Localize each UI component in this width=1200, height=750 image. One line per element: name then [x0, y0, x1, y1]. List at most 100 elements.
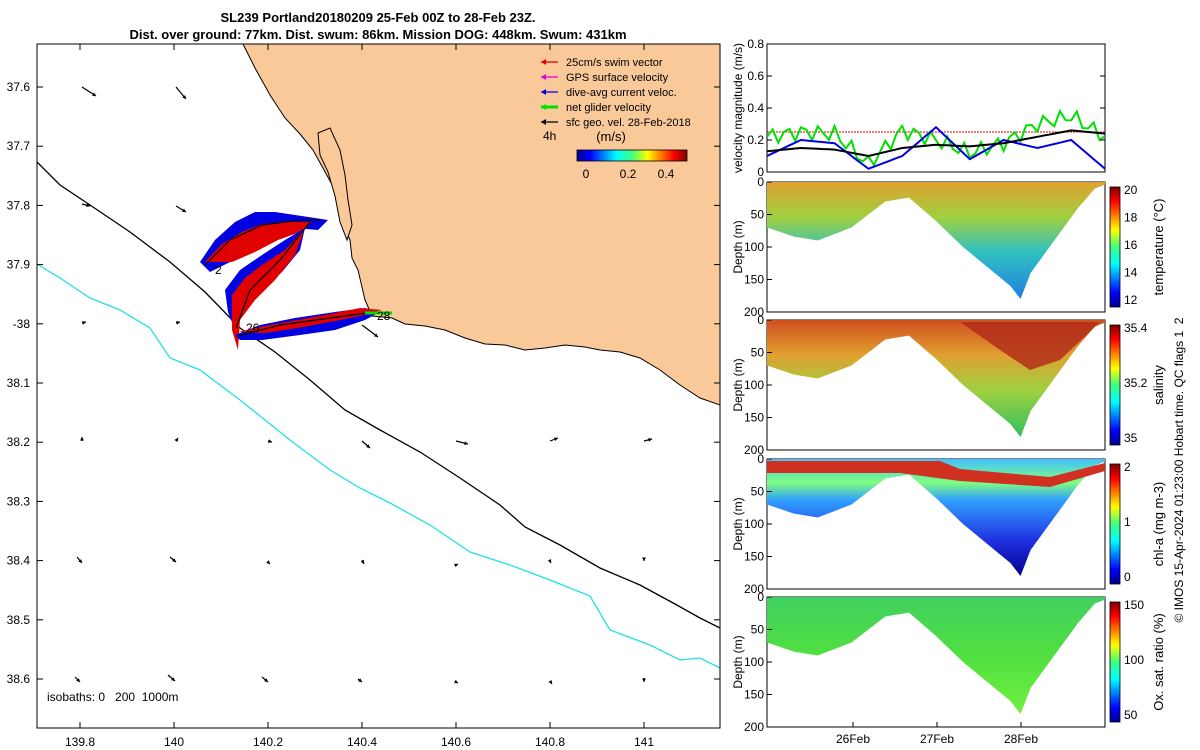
section-y-tick-label: 200	[744, 720, 764, 734]
section-colorbar-tick: 50	[1124, 708, 1138, 722]
legend-entry: net glider velocity	[541, 102, 651, 114]
legend-label: net glider velocity	[566, 102, 651, 114]
section-colorbar-tick: 12	[1124, 293, 1138, 307]
legend-arrowhead	[541, 119, 546, 125]
map-colorbar	[576, 149, 688, 162]
section-cblabel: temperature (°C)	[1151, 199, 1166, 296]
velocity-arrow	[642, 678, 646, 682]
map-frame	[36, 43, 721, 729]
section-colorbar-tick: 1	[1124, 515, 1131, 529]
velocity-y-tick-label: 0	[757, 165, 764, 179]
section-y-tick-label: 200	[744, 443, 764, 457]
velocity-arrow	[547, 559, 552, 564]
legend-label: GPS surface velocity	[566, 72, 669, 84]
time-step-label: 4h	[543, 129, 556, 143]
velocity-series-line	[767, 125, 1105, 170]
legend-entry: GPS surface velocity	[541, 72, 669, 84]
title-line-1: SL239 Portland20180209 25-Feb 00Z to 28-…	[220, 10, 535, 25]
section-colorbar	[1109, 463, 1121, 585]
colorbar-tick-1: 0.2	[620, 167, 637, 181]
velocity-arrow	[548, 680, 553, 685]
day-label-2: 26	[246, 321, 260, 335]
velocity-arrow	[81, 86, 97, 97]
section-y-tick-label: 50	[751, 346, 765, 360]
section-colorbar-tick: 35.4	[1124, 321, 1148, 335]
legend-arrowhead	[541, 104, 546, 110]
section-colorbar-tick: 14	[1124, 266, 1138, 280]
velocity-arrow	[175, 205, 187, 213]
isobath-200	[37, 161, 720, 629]
velocity-arrow	[80, 437, 84, 441]
legend-arrowhead	[541, 74, 546, 80]
velocity-arrow	[454, 563, 459, 568]
legend-entry: 25cm/s swim vector	[541, 57, 663, 69]
title-line-2: Dist. over ground: 77km. Dist. swum: 86k…	[129, 27, 626, 42]
section-panel: 0 50 100 150 200 Depth (m) 20 18 16 14 12 temperatu…	[731, 175, 1166, 319]
map-y-tick-label: 38.1	[7, 376, 31, 390]
section-ylabel: Depth (m)	[731, 635, 745, 688]
section-cblabel: chl-a (mg m-3)	[1151, 482, 1166, 567]
section-colorbar-tick: 16	[1124, 238, 1138, 252]
section-colorbar	[1109, 324, 1121, 446]
velocity-arrow	[455, 440, 469, 446]
section-colorbar	[1109, 186, 1121, 308]
section-y-tick-label: 100	[744, 378, 764, 392]
map-y-tick-label: 37.6	[7, 80, 31, 94]
section-heatmap	[767, 597, 1105, 714]
map-y-tick-label: -38	[13, 317, 31, 331]
legend-label: 25cm/s swim vector	[566, 57, 663, 69]
map-y-tick-label: 38.3	[7, 494, 31, 508]
map-x-tick-label: 141	[634, 735, 654, 749]
velocity-arrow	[169, 556, 177, 563]
section-heatmap	[767, 182, 1105, 299]
section-y-tick-label: 100	[744, 655, 764, 669]
section-x-tick-label: 28Feb	[1004, 732, 1038, 746]
section-panel: 0 50 100 150 200 Depth (m) 35.4 35.2 35 salinity	[731, 313, 1166, 457]
velocity-panel: 0.8 0.6 0.4 0.2 0 velocity magnitude (m/s)	[731, 37, 1106, 179]
map-y-tick-label: 38.2	[7, 435, 31, 449]
section-ylabel: Depth (m)	[731, 220, 745, 273]
day-label-3: 28	[377, 309, 391, 323]
velocity-arrow	[81, 320, 87, 325]
legend-entry: sfc geo. vel. 28-Feb-2018	[541, 117, 691, 129]
map-panel: 2 26 28 139.8 140 140.2 140.4 140.6 140.8 141 …	[7, 43, 721, 749]
section-ylabel: Depth (m)	[731, 497, 745, 550]
section-x-tick-label: 27Feb	[920, 732, 954, 746]
map-y-tick-label: 37.9	[7, 258, 31, 272]
isobaths-label: isobaths: 0 200 1000m	[47, 690, 178, 704]
velocity-arrow	[361, 324, 379, 338]
section-colorbar-tick: 150	[1124, 598, 1144, 612]
velocity-y-tick-label: 0.4	[747, 101, 764, 115]
section-x-tick-label: 26Feb	[836, 732, 870, 746]
section-colorbar-tick: 35.2	[1124, 376, 1148, 390]
section-colorbar-tick: 35	[1124, 431, 1138, 445]
colorbar-tick-0: 0	[583, 167, 590, 181]
map-y-tick-label: 37.8	[7, 198, 31, 212]
map-x-tick-label: 140.4	[347, 735, 377, 749]
section-colorbar-tick: 20	[1124, 183, 1138, 197]
section-heatmap	[767, 459, 1105, 576]
velocity-y-tick-label: 0.2	[747, 133, 764, 147]
velocity-arrow	[642, 557, 646, 561]
velocity-arrow	[174, 437, 179, 442]
velocity-arrow	[549, 437, 559, 442]
section-colorbar-tick: 2	[1124, 460, 1131, 474]
velocity-arrow	[175, 320, 181, 325]
section-y-tick-label: 0	[757, 452, 764, 466]
legend-arrowhead	[541, 59, 546, 65]
credit-text: © IMOS 15-Apr-2024 01:23:00 Hobart time.…	[1172, 317, 1186, 622]
section-colorbar-tick: 0	[1124, 570, 1131, 584]
section-y-tick-label: 150	[744, 411, 764, 425]
colorbar-tick-2: 0.4	[658, 167, 675, 181]
velocity-arrow	[454, 679, 459, 684]
land-area	[242, 44, 720, 406]
velocity-arrow	[266, 560, 271, 565]
legend-arrowhead	[541, 89, 546, 95]
velocity-arrow	[357, 678, 363, 683]
velocity-y-tick-label: 0.6	[747, 69, 764, 83]
section-y-tick-label: 100	[744, 240, 764, 254]
glider-track: 2 26 28	[200, 212, 392, 350]
legend-label: dive-avg current veloc.	[566, 87, 677, 99]
